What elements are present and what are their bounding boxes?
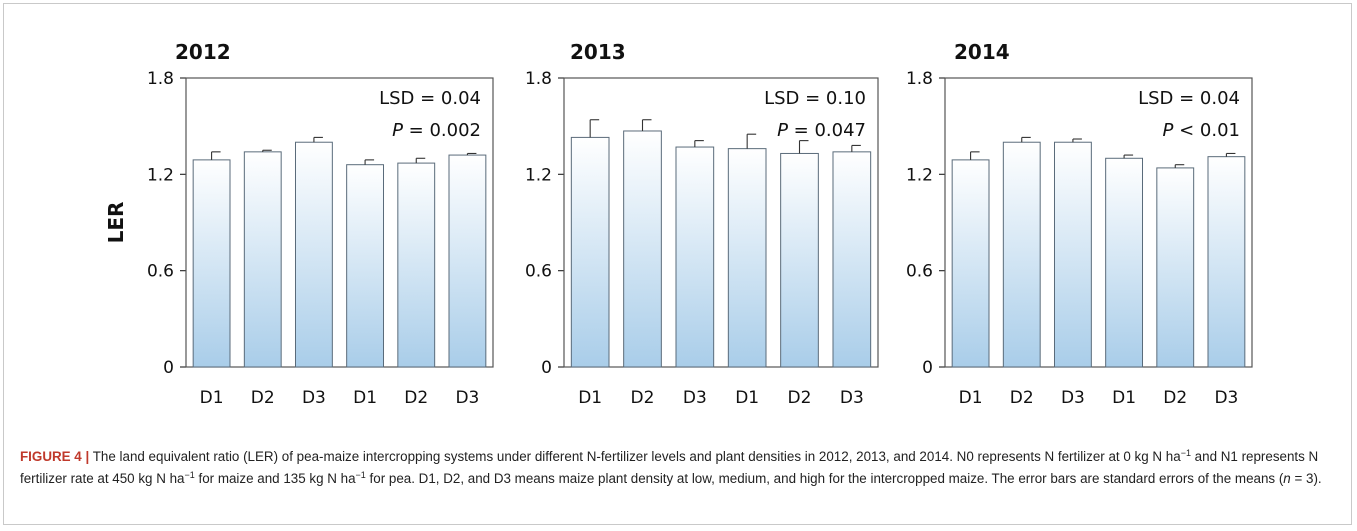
chart-title: 2014 — [954, 40, 1010, 64]
lsd-annotation: LSD = 0.10 — [764, 88, 866, 109]
chart-title: 2013 — [570, 40, 626, 64]
y-tick-label: 1.2 — [525, 165, 552, 185]
x-tick-label: D3 — [840, 388, 864, 408]
bar — [780, 152, 819, 368]
p-value-annotation: P = 0.002 — [392, 120, 481, 141]
caption-text-4: for pea. D1, D2, and D3 means maize plan… — [365, 471, 1284, 486]
x-tick-label: D1 — [353, 388, 377, 408]
bar — [623, 130, 662, 368]
chart-panel-2012: 2012 LER 0 0.6 1.2 1.8 D1 D2 D3 D1 D2 D3 LSD = 0.04 P… — [104, 40, 494, 408]
lsd-annotation: LSD = 0.04 — [379, 88, 481, 109]
x-tick-label: D2 — [251, 388, 275, 408]
x-tick-label: D3 — [455, 388, 479, 408]
y-axis-label: LER — [104, 202, 128, 244]
bar — [1207, 156, 1246, 368]
x-tick-label: D1 — [578, 388, 602, 408]
caption-sup-2: −1 — [184, 470, 195, 480]
p-value-annotation: P < 0.01 — [1163, 120, 1240, 141]
y-tick-label: 0.6 — [525, 262, 552, 282]
x-tick-label: D1 — [200, 388, 224, 408]
caption-separator: | — [85, 449, 90, 464]
bar — [570, 136, 610, 368]
y-tick-label: 0.6 — [147, 262, 174, 282]
bar — [346, 164, 385, 368]
bar — [243, 151, 282, 368]
caption-text-1: The land equivalent ratio (LER) of pea-m… — [89, 449, 1181, 464]
bar — [951, 159, 990, 368]
x-tick-label: D3 — [302, 388, 326, 408]
caption-text-5: = 3). — [1290, 471, 1322, 486]
bar — [1156, 167, 1195, 368]
figure-label: FIGURE 4 — [20, 449, 82, 464]
bar — [1105, 157, 1144, 368]
chart-panel-2013: 2013 0 0.6 1.2 1.8 D1 D2 D3 D1 D2 D3 LSD = 0.10 P = … — [525, 40, 879, 408]
y-tick-label: 1.2 — [147, 165, 174, 185]
x-tick-label: D2 — [404, 388, 428, 408]
x-tick-label: D1 — [1112, 388, 1136, 408]
x-tick-label: D3 — [683, 388, 707, 408]
y-tick-label: 0.6 — [906, 262, 933, 282]
y-tick-label: 0 — [922, 358, 933, 378]
caption-sup-3: −1 — [355, 470, 366, 480]
bar — [448, 154, 487, 368]
y-tick-label: 1.8 — [147, 69, 174, 89]
plot-frame — [944, 77, 1253, 368]
chart-title: 2012 — [175, 40, 231, 64]
x-tick-label: D1 — [735, 388, 759, 408]
y-tick-label: 1.8 — [525, 69, 552, 89]
bar — [397, 162, 436, 368]
x-tick-label: D3 — [1214, 388, 1238, 408]
figure-charts: 2012 LER 0 0.6 1.2 1.8 D1 D2 D3 D1 D2 D3 LSD = 0.04 P… — [104, 40, 1253, 408]
caption-sup-1: −1 — [1180, 448, 1191, 458]
plot-frame — [185, 77, 494, 368]
bar — [192, 159, 231, 368]
x-tick-label: D2 — [788, 388, 812, 408]
bar — [294, 141, 333, 368]
x-tick-label: D2 — [631, 388, 655, 408]
y-tick-label: 1.2 — [906, 165, 933, 185]
caption-text-2: and N1 represents N fertilizer rate at 4… — [20, 449, 1319, 486]
p-value-annotation: P = 0.047 — [777, 120, 866, 141]
x-tick-label: D1 — [959, 388, 983, 408]
x-tick-label: D3 — [1061, 388, 1085, 408]
x-tick-label: D2 — [1010, 388, 1034, 408]
y-tick-label: 1.8 — [906, 69, 933, 89]
x-tick-label: D2 — [1163, 388, 1187, 408]
bar — [675, 146, 715, 368]
y-tick-label: 0 — [541, 358, 552, 378]
caption-text-3: for maize and 135 kg N ha — [194, 471, 356, 486]
caption-n-italic: n — [1283, 471, 1291, 486]
plot-frame — [563, 77, 879, 368]
chart-panel-2014: 2014 0 0.6 1.2 1.8 D1 D2 D3 D1 D2 D3 LSD = 0.04 P < … — [906, 40, 1253, 408]
figure-caption: FIGURE 4 | The land equivalent ratio (LE… — [20, 446, 1340, 490]
bar — [727, 148, 767, 368]
bar — [832, 151, 872, 368]
y-tick-label: 0 — [163, 358, 174, 378]
lsd-annotation: LSD = 0.04 — [1138, 88, 1240, 109]
bar — [1053, 141, 1092, 368]
bar — [1002, 141, 1041, 368]
